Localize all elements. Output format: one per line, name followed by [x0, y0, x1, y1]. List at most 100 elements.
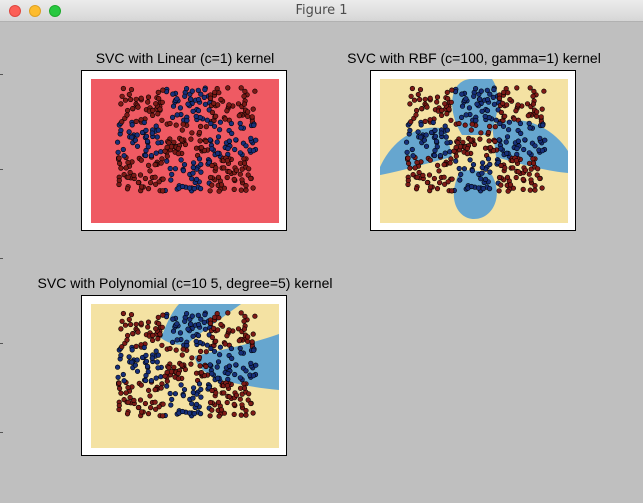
- scatter-point-class-a: [196, 354, 203, 361]
- scatter-point-class-a: [449, 188, 455, 194]
- scatter-point-class-b: [174, 321, 180, 327]
- scatter-point-class-a: [250, 331, 256, 337]
- scatter-point-class-b: [179, 408, 186, 415]
- scatter-point-class-b: [129, 347, 135, 353]
- scatter-point-class-a: [238, 85, 244, 91]
- scatter-point-class-b: [243, 368, 249, 374]
- scatter-point-class-b: [228, 345, 234, 352]
- scatter-point-class-b: [126, 354, 132, 360]
- scatter-point-class-b: [184, 117, 190, 124]
- scatter-point-class-a: [453, 153, 459, 159]
- scatter-point-class-b: [521, 146, 527, 153]
- scatter-point-class-a: [118, 101, 124, 107]
- scatter-point-class-b: [515, 138, 521, 144]
- scatter-point-class-a: [431, 175, 438, 182]
- scatter-point-class-b: [453, 158, 459, 164]
- scatter-point-class-a: [116, 380, 122, 386]
- scatter-point-class-a: [231, 401, 237, 407]
- scatter-point-class-b: [141, 344, 147, 351]
- scatter-point-class-a: [515, 102, 521, 108]
- scatter-point-class-b: [182, 318, 188, 324]
- scatter-point-class-a: [239, 402, 245, 408]
- scatter-point-class-a: [138, 184, 145, 190]
- scatter-point-class-b: [185, 326, 191, 332]
- scatter-point-class-b: [477, 96, 483, 102]
- scatter-point-class-b: [484, 87, 490, 93]
- scatter-point-class-a: [496, 188, 502, 194]
- scatter-point-class-b: [190, 395, 196, 401]
- scatter-point-class-b: [134, 143, 141, 149]
- scatter-point-class-a: [125, 174, 131, 180]
- scatter-point-class-a: [405, 181, 411, 188]
- scatter-point-class-b: [437, 152, 443, 159]
- scatter-point-class-b: [143, 127, 149, 134]
- maximize-window-button[interactable]: [49, 5, 61, 17]
- chart-panel-linear: [81, 70, 287, 231]
- scatter-point-class-a: [226, 327, 232, 333]
- scatter-point-class-a: [235, 101, 242, 107]
- scatter-point-class-a: [182, 141, 188, 148]
- scatter-point-class-b: [415, 129, 421, 135]
- scatter-point-class-a: [197, 138, 203, 144]
- scatter-point-class-a: [241, 160, 248, 166]
- scatter-point-class-b: [170, 103, 177, 109]
- scatter-point-class-b: [233, 137, 239, 143]
- scatter-point-class-b: [215, 150, 221, 156]
- scatter-point-class-a: [175, 150, 181, 157]
- scatter-point-class-b: [169, 396, 175, 402]
- scatter-point-class-b: [248, 135, 254, 141]
- scatter-point-class-b: [438, 130, 444, 136]
- scatter-point-class-a: [487, 144, 493, 151]
- scatter-point-class-b: [250, 373, 256, 379]
- close-window-button[interactable]: [9, 5, 21, 17]
- scatter-point-class-b: [189, 313, 195, 319]
- scatter-point-class-a: [408, 93, 414, 99]
- scatter-point-class-b: [238, 350, 244, 356]
- scatter-point-class-b: [532, 143, 538, 149]
- scatter-point-class-a: [212, 314, 218, 320]
- scatter-point-class-a: [207, 174, 214, 181]
- scatter-point-class-a: [130, 105, 136, 112]
- scatter-point-class-a: [155, 336, 161, 342]
- scatter-point-class-a: [456, 120, 462, 127]
- scatter-point-class-b: [154, 359, 160, 365]
- scatter-point-class-a: [116, 155, 122, 161]
- scatter-point-class-a: [507, 182, 514, 188]
- minimize-window-button[interactable]: [29, 5, 41, 17]
- scatter-point-class-b: [190, 389, 196, 396]
- scatter-point-class-a: [224, 383, 230, 389]
- scatter-point-class-a: [188, 361, 194, 367]
- scatter-point-class-a: [534, 172, 540, 178]
- scatter-point-class-b: [215, 359, 222, 365]
- scatter-point-class-a: [225, 85, 231, 91]
- scatter-point-class-a: [445, 179, 451, 185]
- scatter-point-class-a: [147, 179, 154, 186]
- scatter-point-class-a: [502, 165, 508, 171]
- scatter-point-class-b: [193, 338, 199, 345]
- scatter-point-class-b: [190, 333, 196, 339]
- scatter-point-class-a: [434, 94, 441, 100]
- scatter-point-class-a: [436, 168, 442, 174]
- scatter-point-class-a: [211, 100, 217, 106]
- scatter-point-class-a: [124, 186, 131, 192]
- scatter-point-class-a: [226, 102, 232, 108]
- scatter-point-class-a: [120, 85, 127, 92]
- scatter-point-class-a: [138, 320, 144, 326]
- scatter-point-class-b: [198, 161, 204, 167]
- scatter-point-class-a: [448, 117, 454, 123]
- scatter-point-class-a: [203, 124, 209, 130]
- scatter-point-class-a: [215, 399, 222, 405]
- scatter-point-class-a: [198, 369, 204, 376]
- scatter-point-class-a: [198, 144, 204, 151]
- scatter-point-class-a: [153, 326, 159, 332]
- scatter-point-class-a: [502, 113, 508, 119]
- scatter-point-class-b: [114, 364, 121, 370]
- scatter-point-class-a: [179, 362, 185, 368]
- scatter-point-class-a: [231, 186, 237, 192]
- scatter-point-class-a: [125, 399, 131, 405]
- scatter-point-class-b: [484, 107, 491, 114]
- scatter-point-class-a: [145, 324, 151, 330]
- scatter-point-class-a: [160, 87, 166, 93]
- scatter-point-class-a: [124, 112, 130, 118]
- scatter-point-class-a: [471, 141, 477, 148]
